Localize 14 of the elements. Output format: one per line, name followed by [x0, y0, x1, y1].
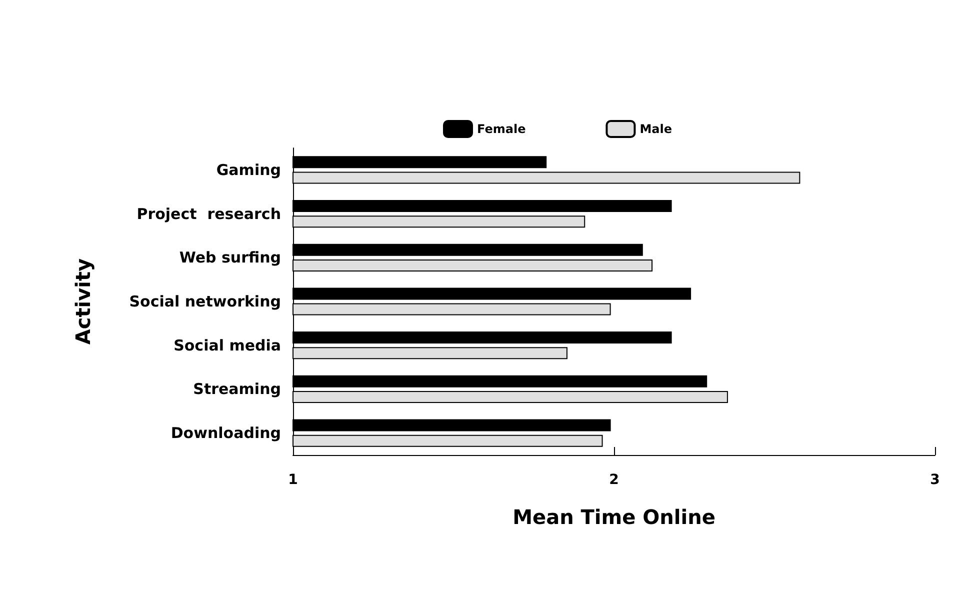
x-axis-title: Mean Time Online [512, 505, 716, 529]
x-tick-label: 2 [609, 472, 619, 488]
y-tick-label: Web surfing [179, 248, 281, 267]
legend-label: Male [640, 122, 672, 136]
legend-label: Female [477, 122, 526, 136]
y-tick-label: Downloading [170, 424, 281, 442]
x-tick-label: 3 [930, 472, 940, 488]
y-axis-title: Activity [71, 258, 95, 345]
y-tick-label: Social media [174, 336, 281, 354]
x-tick-label: 1 [288, 472, 298, 488]
y-tick-label: Gaming [216, 160, 281, 179]
y-tick-label: Social networking [129, 292, 281, 310]
y-tick-label: Project research [136, 204, 281, 223]
y-tick-label: Streaming [193, 380, 281, 398]
